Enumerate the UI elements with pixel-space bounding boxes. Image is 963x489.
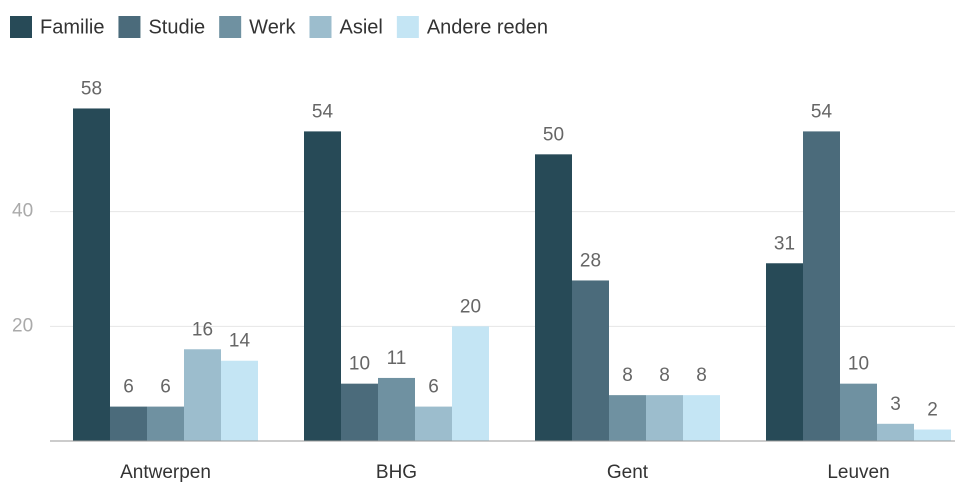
- bar: [341, 383, 378, 441]
- bar: [646, 395, 683, 441]
- value-label: 10: [349, 354, 370, 375]
- bar: [221, 360, 258, 441]
- y-tick-label: 40: [12, 201, 33, 222]
- value-label: 11: [387, 348, 407, 369]
- value-label: 16: [192, 319, 213, 340]
- value-label: 8: [622, 365, 633, 386]
- legend-swatch: [396, 16, 419, 38]
- bar: [609, 395, 646, 441]
- bar: [452, 326, 489, 441]
- value-label: 2: [927, 400, 938, 421]
- value-label: 6: [160, 377, 171, 398]
- legend-swatch: [118, 16, 141, 38]
- value-label: 50: [543, 124, 564, 145]
- bar: [378, 377, 415, 441]
- legend-label: Asiel: [339, 16, 382, 38]
- bar: [572, 280, 609, 441]
- legend-label: Studie: [148, 16, 205, 38]
- bar: [914, 429, 951, 441]
- bar: [535, 154, 572, 442]
- bar: [803, 131, 840, 441]
- x-tick-label: Leuven: [827, 462, 889, 483]
- legend-label: Werk: [249, 16, 296, 38]
- value-label: 6: [428, 377, 439, 398]
- bar: [840, 383, 877, 441]
- value-label: 14: [229, 331, 251, 352]
- x-tick-label: Antwerpen: [120, 462, 211, 483]
- bar: [73, 108, 110, 441]
- legend-swatch: [219, 16, 242, 38]
- value-label: 58: [81, 78, 102, 99]
- bar: [184, 349, 221, 441]
- y-tick-label: 20: [12, 315, 33, 336]
- value-label: 28: [580, 250, 601, 271]
- bar: [683, 395, 720, 441]
- legend-swatch: [10, 16, 32, 38]
- x-tick-label: BHG: [376, 462, 417, 483]
- value-label: 54: [312, 101, 334, 122]
- legend-swatch: [309, 16, 332, 38]
- bar: [304, 131, 341, 441]
- value-label: 8: [659, 365, 670, 386]
- value-label: 6: [123, 377, 134, 398]
- value-label: 31: [774, 233, 795, 254]
- bar: [415, 406, 452, 441]
- value-label: 20: [460, 296, 481, 317]
- value-label: 8: [696, 365, 707, 386]
- bar: [766, 263, 803, 441]
- value-label: 54: [811, 101, 833, 122]
- bar: [147, 406, 184, 441]
- legend-label: Andere reden: [427, 16, 548, 38]
- value-label: 10: [848, 354, 869, 375]
- bar: [110, 406, 147, 441]
- value-label: 3: [890, 394, 901, 415]
- legend-label: Familie: [40, 16, 104, 38]
- bar: [877, 423, 914, 441]
- x-tick-label: Gent: [607, 462, 649, 483]
